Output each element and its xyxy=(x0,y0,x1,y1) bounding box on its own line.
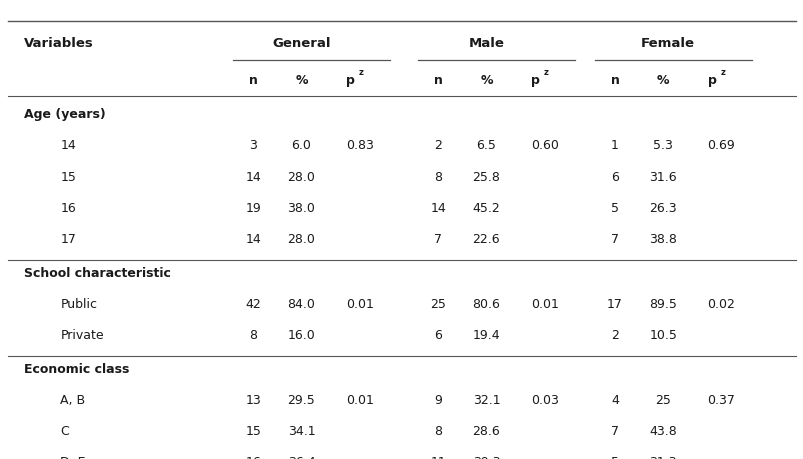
Text: 25: 25 xyxy=(654,394,671,407)
Text: School characteristic: School characteristic xyxy=(24,267,171,280)
Text: 16: 16 xyxy=(60,202,76,215)
Text: p: p xyxy=(707,74,715,87)
Text: 0.02: 0.02 xyxy=(707,298,735,311)
Text: 2: 2 xyxy=(610,329,618,342)
Text: 0.01: 0.01 xyxy=(345,298,373,311)
Text: 14: 14 xyxy=(60,140,76,152)
Text: 42: 42 xyxy=(245,298,261,311)
Text: 9: 9 xyxy=(434,394,442,407)
Text: 0.37: 0.37 xyxy=(707,394,735,407)
Text: %: % xyxy=(656,74,669,87)
Text: 43.8: 43.8 xyxy=(649,425,676,438)
Text: n: n xyxy=(433,74,442,87)
Text: 19: 19 xyxy=(245,202,261,215)
Text: 6.0: 6.0 xyxy=(291,140,311,152)
Text: z: z xyxy=(543,68,548,78)
Text: 3: 3 xyxy=(249,140,257,152)
Text: 14: 14 xyxy=(245,171,261,184)
Text: 0.01: 0.01 xyxy=(530,298,558,311)
Text: Variables: Variables xyxy=(24,37,94,50)
Text: 89.5: 89.5 xyxy=(649,298,676,311)
Text: 5: 5 xyxy=(610,456,618,459)
Text: 6: 6 xyxy=(434,329,442,342)
Text: %: % xyxy=(479,74,492,87)
Text: 15: 15 xyxy=(245,425,261,438)
Text: D, E: D, E xyxy=(60,456,86,459)
Text: 7: 7 xyxy=(610,425,618,438)
Text: 15: 15 xyxy=(60,171,76,184)
Text: 0.03: 0.03 xyxy=(530,394,558,407)
Text: 19.4: 19.4 xyxy=(472,329,499,342)
Text: Male: Male xyxy=(468,37,503,50)
Text: 28.0: 28.0 xyxy=(287,171,315,184)
Text: Age (years): Age (years) xyxy=(24,108,106,121)
Text: 14: 14 xyxy=(430,202,446,215)
Text: n: n xyxy=(248,74,258,87)
Text: %: % xyxy=(295,74,308,87)
Text: Private: Private xyxy=(60,329,104,342)
Text: 84.0: 84.0 xyxy=(287,298,315,311)
Text: 0.01: 0.01 xyxy=(345,394,373,407)
Text: 8: 8 xyxy=(434,425,442,438)
Text: z: z xyxy=(719,68,724,78)
Text: p: p xyxy=(530,74,539,87)
Text: 6: 6 xyxy=(610,171,618,184)
Text: 13: 13 xyxy=(245,394,261,407)
Text: 25.8: 25.8 xyxy=(472,171,499,184)
Text: 11: 11 xyxy=(430,456,446,459)
Text: 0.83: 0.83 xyxy=(345,140,373,152)
Text: 17: 17 xyxy=(606,298,622,311)
Text: Public: Public xyxy=(60,298,97,311)
Text: 16.0: 16.0 xyxy=(287,329,315,342)
Text: 7: 7 xyxy=(434,233,442,246)
Text: 31.3: 31.3 xyxy=(649,456,676,459)
Text: 2: 2 xyxy=(434,140,442,152)
Text: 7: 7 xyxy=(610,233,618,246)
Text: p: p xyxy=(345,74,354,87)
Text: 29.5: 29.5 xyxy=(287,394,315,407)
Text: 38.0: 38.0 xyxy=(287,202,315,215)
Text: Female: Female xyxy=(639,37,694,50)
Text: z: z xyxy=(358,68,363,78)
Text: 5.3: 5.3 xyxy=(653,140,672,152)
Text: 6.5: 6.5 xyxy=(476,140,495,152)
Text: 1: 1 xyxy=(610,140,618,152)
Text: A, B: A, B xyxy=(60,394,85,407)
Text: 25: 25 xyxy=(430,298,446,311)
Text: 0.60: 0.60 xyxy=(530,140,558,152)
Text: 16: 16 xyxy=(245,456,261,459)
Text: 5: 5 xyxy=(610,202,618,215)
Text: n: n xyxy=(609,74,619,87)
Text: 45.2: 45.2 xyxy=(472,202,499,215)
Text: 32.1: 32.1 xyxy=(472,394,499,407)
Text: 0.69: 0.69 xyxy=(707,140,735,152)
Text: 14: 14 xyxy=(245,233,261,246)
Text: 22.6: 22.6 xyxy=(472,233,499,246)
Text: 28.6: 28.6 xyxy=(472,425,499,438)
Text: 34.1: 34.1 xyxy=(287,425,315,438)
Text: 8: 8 xyxy=(434,171,442,184)
Text: General: General xyxy=(272,37,330,50)
Text: 4: 4 xyxy=(610,394,618,407)
Text: 31.6: 31.6 xyxy=(649,171,676,184)
Text: 26.3: 26.3 xyxy=(649,202,676,215)
Text: C: C xyxy=(60,425,69,438)
Text: 8: 8 xyxy=(249,329,257,342)
Text: 17: 17 xyxy=(60,233,76,246)
Text: 36.4: 36.4 xyxy=(287,456,315,459)
Text: 38.8: 38.8 xyxy=(649,233,676,246)
Text: 80.6: 80.6 xyxy=(472,298,499,311)
Text: Economic class: Economic class xyxy=(24,363,129,375)
Text: 28.0: 28.0 xyxy=(287,233,315,246)
Text: 39.3: 39.3 xyxy=(472,456,499,459)
Text: 10.5: 10.5 xyxy=(649,329,676,342)
